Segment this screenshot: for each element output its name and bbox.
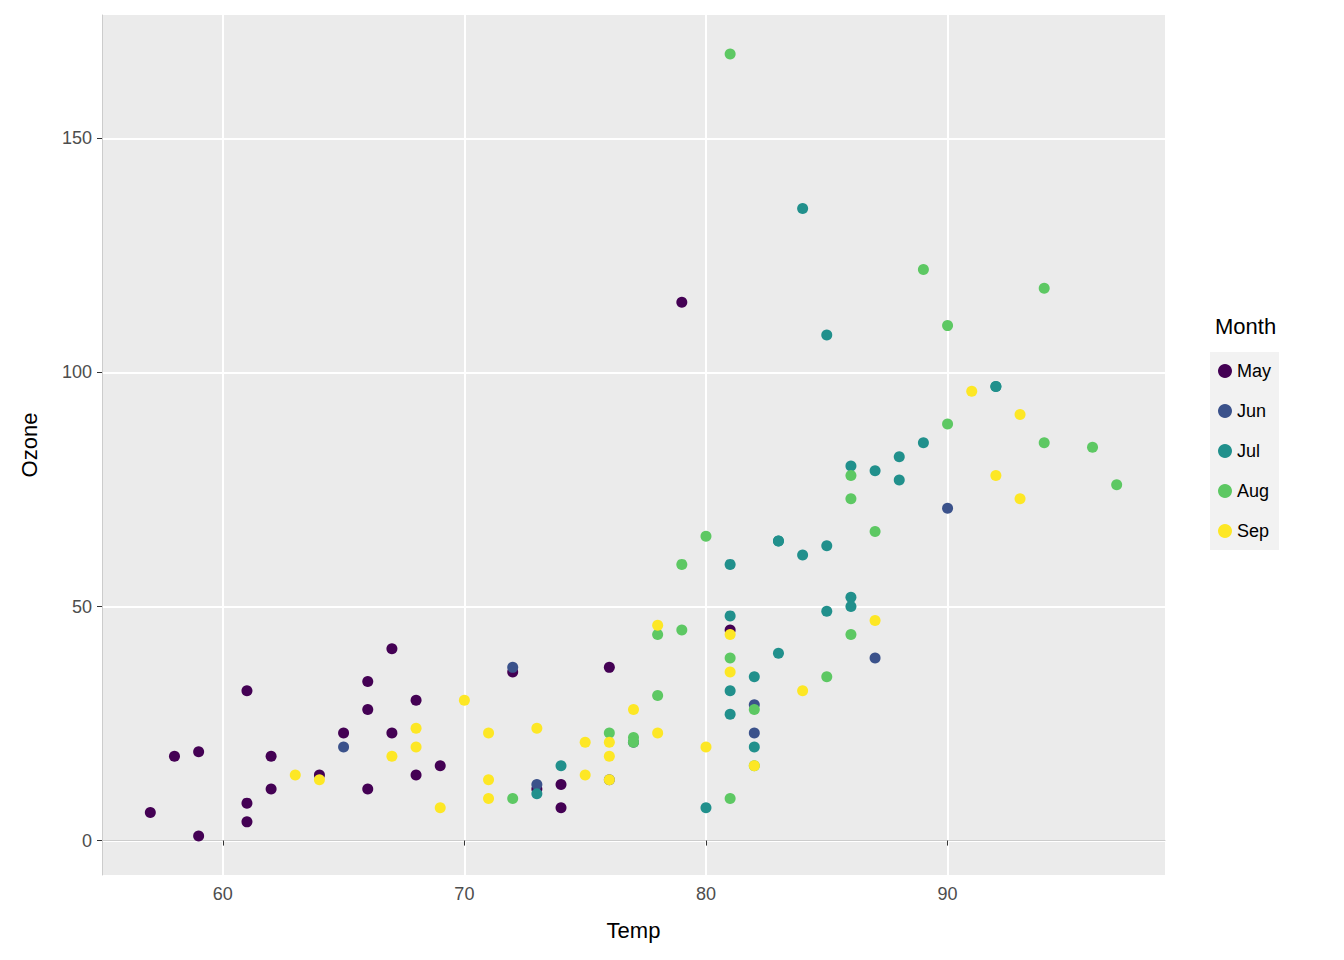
svg-text:100: 100 [62,362,92,382]
svg-text:May: May [1237,361,1271,381]
svg-text:Month: Month [1215,314,1276,339]
svg-text:Ozone: Ozone [17,413,42,478]
svg-text:Aug: Aug [1237,481,1269,501]
svg-text:Jul: Jul [1237,441,1260,461]
svg-text:0: 0 [82,831,92,851]
svg-text:50: 50 [72,597,92,617]
svg-text:90: 90 [938,884,958,904]
svg-text:70: 70 [454,884,474,904]
svg-text:60: 60 [213,884,233,904]
svg-text:Jun: Jun [1237,401,1266,421]
svg-text:Sep: Sep [1237,521,1269,541]
svg-text:80: 80 [696,884,716,904]
svg-text:Temp: Temp [607,918,661,943]
svg-text:150: 150 [62,128,92,148]
